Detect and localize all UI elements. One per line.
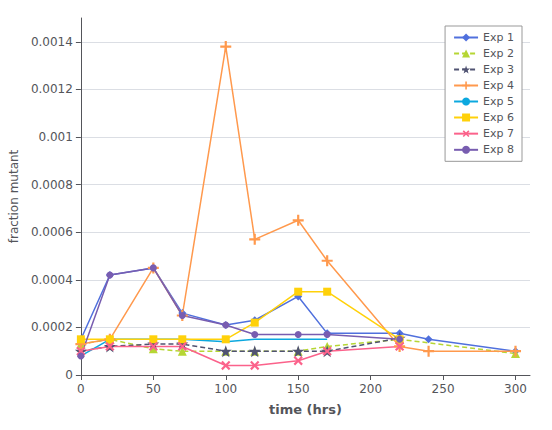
svg-text:Exp 5: Exp 5 (483, 95, 514, 108)
svg-text:0.0002: 0.0002 (31, 320, 73, 334)
svg-text:100: 100 (214, 382, 237, 396)
svg-text:Exp 3: Exp 3 (483, 63, 514, 76)
svg-text:Exp 8: Exp 8 (483, 143, 514, 156)
svg-text:0.0006: 0.0006 (31, 225, 73, 239)
svg-text:Exp 2: Exp 2 (483, 47, 514, 60)
svg-text:Exp 4: Exp 4 (483, 79, 514, 92)
svg-text:200: 200 (359, 382, 382, 396)
svg-text:time (hrs): time (hrs) (269, 402, 342, 417)
svg-text:0: 0 (65, 368, 73, 382)
svg-text:300: 300 (504, 382, 527, 396)
svg-text:150: 150 (287, 382, 310, 396)
svg-text:0: 0 (77, 382, 85, 396)
svg-text:0.0004: 0.0004 (31, 273, 73, 287)
svg-text:fraction mutant: fraction mutant (7, 149, 21, 243)
svg-text:Exp 1: Exp 1 (483, 31, 514, 44)
svg-text:Exp 7: Exp 7 (483, 127, 514, 140)
svg-text:0.001: 0.001 (39, 130, 73, 144)
svg-text:0.0008: 0.0008 (31, 178, 73, 192)
svg-text:250: 250 (432, 382, 455, 396)
svg-text:0.0014: 0.0014 (31, 35, 73, 49)
svg-text:0.0012: 0.0012 (31, 82, 73, 96)
svg-text:Exp 6: Exp 6 (483, 111, 514, 124)
svg-text:50: 50 (146, 382, 161, 396)
